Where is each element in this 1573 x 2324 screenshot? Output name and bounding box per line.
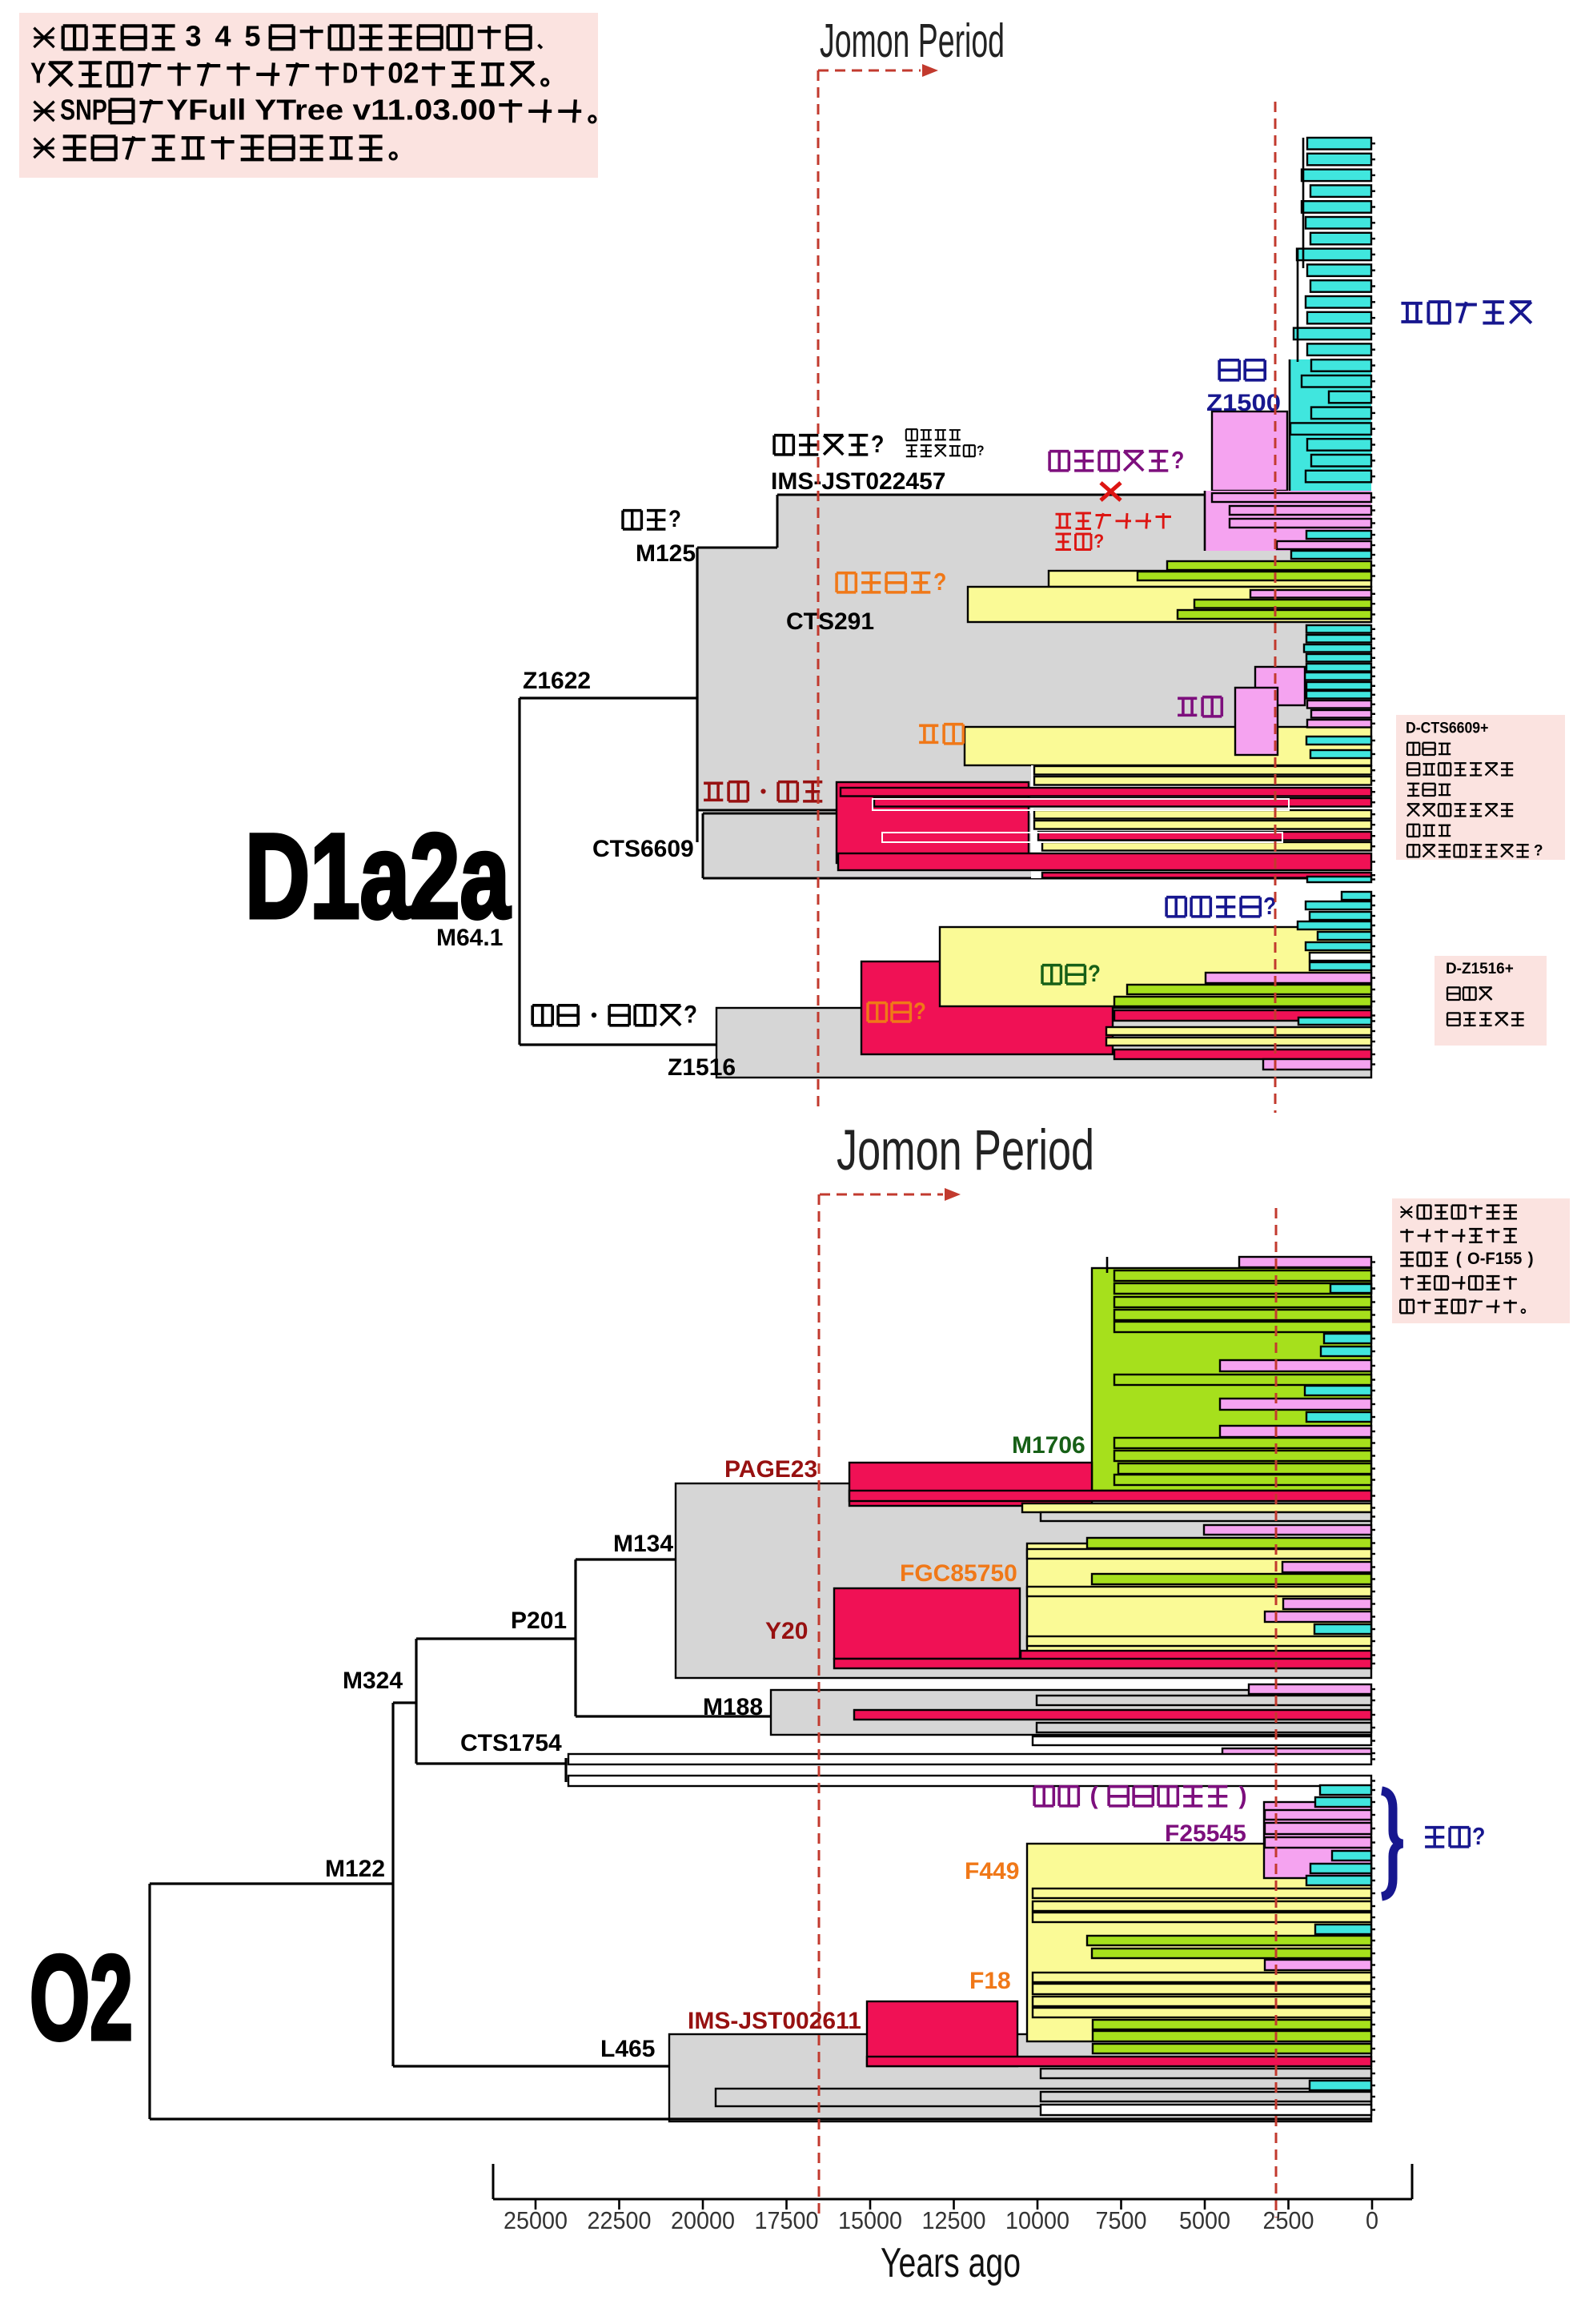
svg-text:PAGE23: PAGE23 — [724, 1456, 817, 1483]
svg-text:?: ? — [1093, 531, 1104, 552]
svg-text:4: 4 — [215, 20, 231, 53]
svg-text:F25545: F25545 — [1165, 1820, 1246, 1847]
svg-text:SNP: SNP — [60, 94, 107, 126]
svg-text:?: ? — [977, 442, 985, 458]
svg-text:02: 02 — [387, 57, 419, 90]
svg-text:?: ? — [913, 998, 926, 1025]
svg-text:D-Z1516+: D-Z1516+ — [1446, 960, 1514, 977]
svg-text:F449: F449 — [965, 1858, 1019, 1884]
svg-text:Z1500: Z1500 — [1206, 390, 1281, 416]
svg-text:M188: M188 — [703, 1694, 763, 1720]
svg-text:F18: F18 — [969, 1968, 1011, 1994]
svg-text:(: ( — [1089, 1782, 1098, 1809]
svg-text:M134: M134 — [613, 1531, 673, 1557]
svg-text:CTS6609: CTS6609 — [592, 836, 694, 862]
svg-text:12500: 12500 — [922, 2206, 986, 2234]
svg-text:Z1516: Z1516 — [668, 1054, 736, 1081]
svg-text:): ) — [1238, 1782, 1246, 1809]
svg-text:O-F155: O-F155 — [1467, 1250, 1523, 1268]
svg-text:Jomon Period: Jomon Period — [837, 1119, 1094, 1182]
svg-text:IMS-JST002611: IMS-JST002611 — [688, 2008, 861, 2034]
svg-text:3: 3 — [185, 20, 201, 53]
svg-text:Jomon Period: Jomon Period — [820, 14, 1005, 67]
svg-text:?: ? — [871, 431, 884, 458]
svg-text:22500: 22500 — [588, 2206, 652, 2234]
svg-text:D: D — [343, 57, 359, 90]
svg-text:): ) — [1528, 1250, 1534, 1268]
svg-text:M122: M122 — [325, 1856, 385, 1882]
svg-text:O2: O2 — [30, 1930, 133, 2065]
svg-text:7500: 7500 — [1096, 2206, 1147, 2234]
svg-text:D1a2a: D1a2a — [245, 809, 511, 943]
svg-text:IMS-JST022457: IMS-JST022457 — [771, 468, 945, 495]
svg-text:0: 0 — [1366, 2206, 1378, 2234]
svg-text:M125: M125 — [636, 540, 696, 567]
svg-text:?: ? — [668, 506, 681, 532]
svg-text:?: ? — [684, 1001, 697, 1029]
svg-text:D-CTS6609+: D-CTS6609+ — [1406, 720, 1488, 737]
svg-text:5000: 5000 — [1179, 2206, 1230, 2234]
svg-text:15000: 15000 — [838, 2206, 902, 2234]
svg-text:Years ago: Years ago — [881, 2240, 1021, 2286]
svg-text:Y20: Y20 — [765, 1618, 808, 1644]
svg-text:?: ? — [1171, 447, 1184, 474]
svg-text:17500: 17500 — [755, 2206, 819, 2234]
svg-text:FGC85750: FGC85750 — [900, 1560, 1017, 1587]
svg-text:CTS291: CTS291 — [786, 608, 874, 635]
svg-text:?: ? — [933, 568, 946, 596]
svg-text:M1706: M1706 — [1012, 1432, 1085, 1459]
svg-text:?: ? — [1088, 961, 1101, 987]
svg-text:Z1622: Z1622 — [523, 668, 591, 694]
svg-text:P201: P201 — [511, 1608, 567, 1634]
svg-text:20000: 20000 — [671, 2206, 735, 2234]
svg-text:?: ? — [1534, 843, 1543, 860]
svg-text:M324: M324 — [343, 1668, 403, 1694]
svg-text:M64.1: M64.1 — [436, 925, 503, 951]
svg-text:?: ? — [1263, 893, 1276, 920]
svg-text:?: ? — [1472, 1823, 1485, 1850]
svg-text:25000: 25000 — [504, 2206, 568, 2234]
svg-text:5: 5 — [244, 20, 260, 53]
svg-text:L465: L465 — [600, 2036, 655, 2062]
svg-text:Y: Y — [30, 57, 46, 90]
svg-text:(: ( — [1456, 1250, 1462, 1268]
svg-text:YFull YTree v11.03.00: YFull YTree v11.03.00 — [167, 94, 496, 126]
svg-text:2500: 2500 — [1263, 2206, 1314, 2234]
svg-text:CTS1754: CTS1754 — [460, 1730, 562, 1756]
svg-text:10000: 10000 — [1005, 2206, 1069, 2234]
